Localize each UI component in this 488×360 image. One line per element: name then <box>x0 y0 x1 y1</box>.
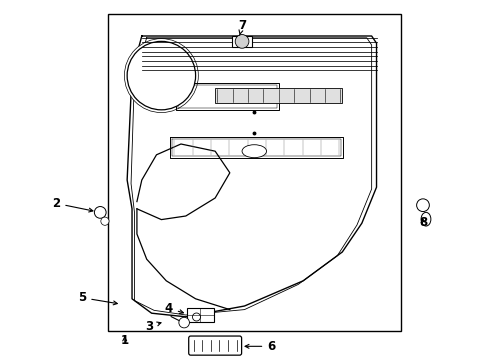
Text: 7: 7 <box>238 19 245 35</box>
Bar <box>215 88 342 103</box>
Text: 3: 3 <box>145 320 161 333</box>
Circle shape <box>124 39 198 113</box>
Circle shape <box>179 317 189 328</box>
Bar <box>232 36 251 47</box>
Circle shape <box>101 217 109 225</box>
Text: 8: 8 <box>418 216 426 229</box>
Bar <box>107 14 400 331</box>
Circle shape <box>94 207 106 218</box>
Circle shape <box>235 35 248 48</box>
Text: 1: 1 <box>121 334 128 347</box>
Ellipse shape <box>242 145 266 158</box>
FancyBboxPatch shape <box>188 336 241 355</box>
Text: 2: 2 <box>52 197 93 212</box>
Bar <box>186 308 214 322</box>
Circle shape <box>127 41 195 110</box>
Ellipse shape <box>420 212 430 226</box>
Circle shape <box>416 199 428 212</box>
Text: 5: 5 <box>78 291 117 305</box>
Circle shape <box>192 313 200 321</box>
Text: 4: 4 <box>164 302 183 315</box>
Text: 6: 6 <box>244 340 275 353</box>
